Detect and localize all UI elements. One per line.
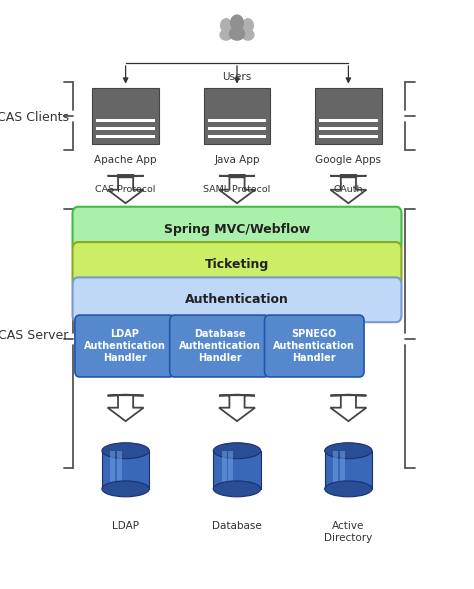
Polygon shape xyxy=(219,395,255,396)
Polygon shape xyxy=(330,175,366,177)
Polygon shape xyxy=(330,395,366,421)
Text: OAuth: OAuth xyxy=(334,185,363,194)
Ellipse shape xyxy=(242,29,254,40)
Bar xyxy=(96,134,155,138)
FancyBboxPatch shape xyxy=(264,315,364,377)
Text: CAS Server: CAS Server xyxy=(0,329,68,342)
Text: LDAP
Authentication
Handler: LDAP Authentication Handler xyxy=(84,329,165,363)
Text: Authentication: Authentication xyxy=(185,293,289,306)
Circle shape xyxy=(243,19,253,32)
Text: LDAP: LDAP xyxy=(112,521,139,531)
Bar xyxy=(208,120,266,123)
Polygon shape xyxy=(219,177,255,203)
Text: SAML Protocol: SAML Protocol xyxy=(203,185,271,194)
Circle shape xyxy=(221,19,231,32)
Polygon shape xyxy=(219,175,255,177)
FancyBboxPatch shape xyxy=(315,88,382,144)
Ellipse shape xyxy=(102,481,149,497)
Text: Google Apps: Google Apps xyxy=(315,155,382,165)
Bar xyxy=(222,451,227,489)
Text: CAS Clients: CAS Clients xyxy=(0,111,69,124)
Bar xyxy=(96,127,155,130)
Ellipse shape xyxy=(213,481,261,497)
Bar xyxy=(319,120,378,123)
Bar xyxy=(208,134,266,138)
Bar xyxy=(319,127,378,130)
Polygon shape xyxy=(330,395,366,396)
Bar xyxy=(102,451,149,489)
Bar xyxy=(208,127,266,130)
Bar xyxy=(228,451,233,489)
FancyBboxPatch shape xyxy=(75,315,174,377)
Ellipse shape xyxy=(102,443,149,459)
Bar xyxy=(325,451,372,489)
Bar xyxy=(110,451,115,489)
FancyBboxPatch shape xyxy=(73,207,401,252)
FancyBboxPatch shape xyxy=(73,277,401,322)
Text: Users: Users xyxy=(222,72,252,82)
Text: Active
Directory: Active Directory xyxy=(324,521,373,543)
Bar xyxy=(319,134,378,138)
Bar xyxy=(96,120,155,123)
Bar xyxy=(340,451,345,489)
Polygon shape xyxy=(108,395,144,421)
Text: Ticketing: Ticketing xyxy=(205,258,269,271)
Bar xyxy=(333,451,338,489)
Text: SPNEGO
Authentication
Handler: SPNEGO Authentication Handler xyxy=(273,329,355,363)
FancyBboxPatch shape xyxy=(170,315,269,377)
FancyBboxPatch shape xyxy=(92,88,159,144)
Polygon shape xyxy=(108,177,144,203)
Ellipse shape xyxy=(325,481,372,497)
Ellipse shape xyxy=(213,443,261,459)
FancyBboxPatch shape xyxy=(204,88,270,144)
Polygon shape xyxy=(219,395,255,421)
Text: Database: Database xyxy=(212,521,262,531)
Ellipse shape xyxy=(325,443,372,459)
Polygon shape xyxy=(108,175,144,177)
Text: CAS Protocol: CAS Protocol xyxy=(95,185,156,194)
Ellipse shape xyxy=(220,29,232,40)
Text: Java App: Java App xyxy=(214,155,260,165)
Text: Spring MVC/Webflow: Spring MVC/Webflow xyxy=(164,223,310,236)
Text: Database
Authentication
Handler: Database Authentication Handler xyxy=(179,329,260,363)
Circle shape xyxy=(231,15,243,31)
FancyBboxPatch shape xyxy=(73,242,401,287)
Text: Apache App: Apache App xyxy=(94,155,157,165)
Bar xyxy=(213,451,261,489)
Ellipse shape xyxy=(229,27,245,40)
Bar xyxy=(117,451,122,489)
Polygon shape xyxy=(108,395,144,396)
Polygon shape xyxy=(330,177,366,203)
